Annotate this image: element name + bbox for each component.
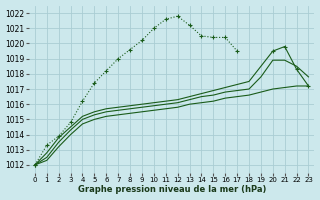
X-axis label: Graphe pression niveau de la mer (hPa): Graphe pression niveau de la mer (hPa): [77, 185, 266, 194]
